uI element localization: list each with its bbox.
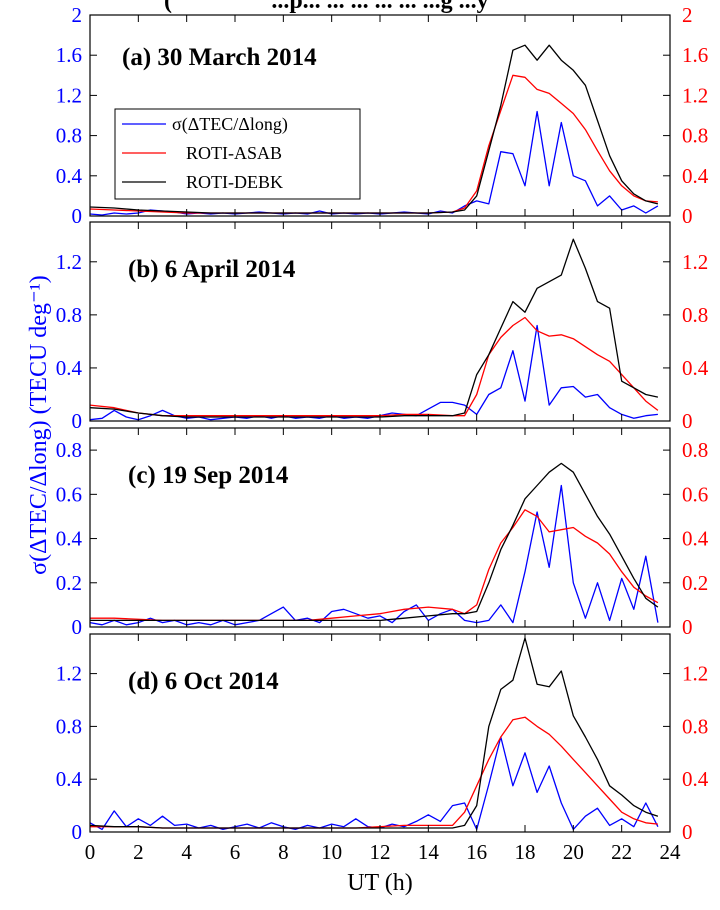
series-line-roti-debk	[89, 238, 659, 418]
y-tick-label-right: 0.2	[682, 571, 708, 595]
x-tick-label: 24	[660, 840, 682, 864]
y-tick-label-left: 0	[72, 615, 83, 639]
y-tick-label-left: 1.2	[56, 662, 82, 686]
y-tick-label-left: 0.4	[56, 164, 83, 188]
x-tick-label: 0	[85, 840, 96, 864]
x-tick-label: 20	[563, 840, 584, 864]
legend-label-asab: ROTI-ASAB	[186, 143, 282, 163]
x-tick-label: 12	[370, 840, 391, 864]
y-tick-label-left: 1.2	[56, 83, 82, 107]
legend-label-debk: ROTI-DEBK	[186, 172, 283, 192]
x-tick-label: 8	[278, 840, 289, 864]
y-tick-label-right: 0	[682, 820, 693, 844]
panel-frame	[89, 427, 671, 628]
y-tick-label-left: 1.2	[56, 250, 82, 274]
y-tick-label-left: 0.8	[56, 438, 82, 462]
series-line-sigma	[89, 736, 659, 831]
y-tick-label-left: 1.6	[56, 43, 82, 67]
y-tick-label-left: 0.4	[56, 356, 83, 380]
panel-label: (c) 19 Sep 2014	[128, 462, 289, 489]
x-tick-label: 16	[466, 840, 487, 864]
panel-label: (d) 6 Oct 2014	[128, 668, 279, 695]
series-line-roti-asab	[89, 316, 659, 417]
y-tick-label-right: 0	[682, 409, 693, 433]
y-tick-label-right: 0.4	[682, 356, 709, 380]
figure-title-fragment-2: ...p... ... ... ... ... ...g ...y	[271, 0, 488, 14]
y-tick-label-right: 0.6	[682, 482, 708, 506]
y-tick-label-right: 1.2	[682, 250, 708, 274]
x-tick-label: 6	[230, 840, 241, 864]
y-tick-label-right: 0.4	[682, 164, 709, 188]
legend-label-sigma: σ(ΔTEC/Δlong)	[172, 114, 288, 135]
y-tick-label-right: 0.8	[682, 303, 708, 327]
figure-title-fragment: (	[164, 0, 172, 14]
series-line-roti-debk	[90, 462, 659, 622]
y-tick-label-right: 1.2	[682, 83, 708, 107]
panel-d: 0 0 0.4 0.4 0.8 0.8 1.2 1.2 (d) 6 Oct 2014	[56, 633, 709, 844]
y-tick-label-left: 0	[72, 820, 83, 844]
y-tick-label-left: 0.8	[56, 303, 82, 327]
panel-b: 0 0 0.4 0.4 0.8 0.8 1.2 1.2 (b) 6 April 2014	[56, 221, 709, 433]
y-tick-label-left: 2	[72, 3, 83, 27]
y-tick-label-right: 1.6	[682, 43, 708, 67]
y-tick-label-left: 0	[72, 204, 83, 228]
y-tick-label-left: 0.6	[56, 482, 82, 506]
y-tick-label-left: 0	[72, 409, 83, 433]
series-line-roti-asab	[90, 716, 658, 829]
y-tick-label-left: 0.8	[56, 124, 82, 148]
x-tick-label: 2	[133, 840, 144, 864]
y-tick-label-left: 0.2	[56, 571, 82, 595]
x-tick-label: 14	[418, 840, 440, 864]
x-tick-label: 10	[321, 840, 342, 864]
y-tick-label-left: 0.8	[56, 714, 82, 738]
x-axis-title: UT (h)	[347, 870, 413, 896]
y-tick-label-right: 0.8	[682, 714, 708, 738]
panel-a: 0 0 0.4 0.4 0.8 0.8 1.2 1.2 1.6 1.6 2 2 (a) 30 March…	[56, 3, 709, 228]
x-tick-label: 18	[515, 840, 536, 864]
y-tick-label-right: 0.4	[682, 527, 709, 551]
y-tick-label-left: 0.4	[56, 767, 83, 791]
series-line-sigma	[89, 324, 658, 421]
y-tick-label-right: 0.4	[682, 767, 709, 791]
y-tick-label-right: 0.8	[682, 438, 708, 462]
y-tick-label-right: 0	[682, 204, 693, 228]
legend: σ(ΔTEC/Δlong) ROTI-ASAB ROTI-DEBK	[114, 108, 361, 200]
panel-label: (b) 6 April 2014	[128, 256, 296, 283]
y-axis-title: σ(ΔTEC/Δlong) (TECU deg⁻¹)	[26, 275, 52, 575]
panel-c: 0 0 0.2 0.2 0.4 0.4 0.6 0.6 0.8 0.8 (c) 19 Sep 201…	[56, 427, 709, 639]
series-line-roti-debk	[89, 44, 659, 214]
panels: 0 00.4 0.40.8 0.81.2 1.21.6 1.62 2(a) 30 March…	[56, 3, 709, 864]
y-tick-label-right: 1.2	[682, 662, 708, 686]
y-tick-label-right: 2	[682, 3, 693, 27]
y-tick-label-left: 0.4	[56, 527, 83, 551]
series-line-roti-debk	[89, 637, 659, 829]
panel-frame	[89, 221, 671, 422]
panel-label: (a) 30 March 2014	[122, 44, 317, 71]
x-tick-label: 4	[181, 840, 192, 864]
y-tick-label-right: 0	[682, 615, 693, 639]
x-tick-label: 22	[611, 840, 632, 864]
series-line-sigma	[89, 484, 659, 626]
series-line-roti-asab	[90, 509, 659, 622]
y-tick-label-right: 0.8	[682, 124, 708, 148]
